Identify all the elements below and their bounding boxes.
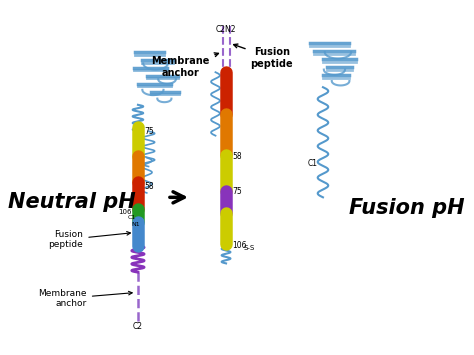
Text: N1: N1 <box>131 222 139 227</box>
Text: Fusion pH: Fusion pH <box>349 198 465 218</box>
Text: C2: C2 <box>133 322 143 331</box>
Text: 106: 106 <box>118 209 132 215</box>
Text: 58: 58 <box>232 152 242 160</box>
Text: Membrane
anchor: Membrane anchor <box>38 289 132 308</box>
Text: 58: 58 <box>144 182 154 191</box>
Text: 106: 106 <box>232 241 247 250</box>
Text: Fusion
peptide: Fusion peptide <box>48 230 130 249</box>
Text: C1: C1 <box>308 159 318 168</box>
Text: Membrane
anchor: Membrane anchor <box>151 53 219 78</box>
Text: C2N2: C2N2 <box>216 24 237 34</box>
Text: C1: C1 <box>128 215 136 220</box>
Text: S-S: S-S <box>244 245 255 251</box>
Text: 75: 75 <box>232 187 242 196</box>
Text: Fusion
peptide: Fusion peptide <box>234 44 293 69</box>
Text: Neutral pH: Neutral pH <box>9 192 136 212</box>
Text: 75: 75 <box>144 127 154 136</box>
